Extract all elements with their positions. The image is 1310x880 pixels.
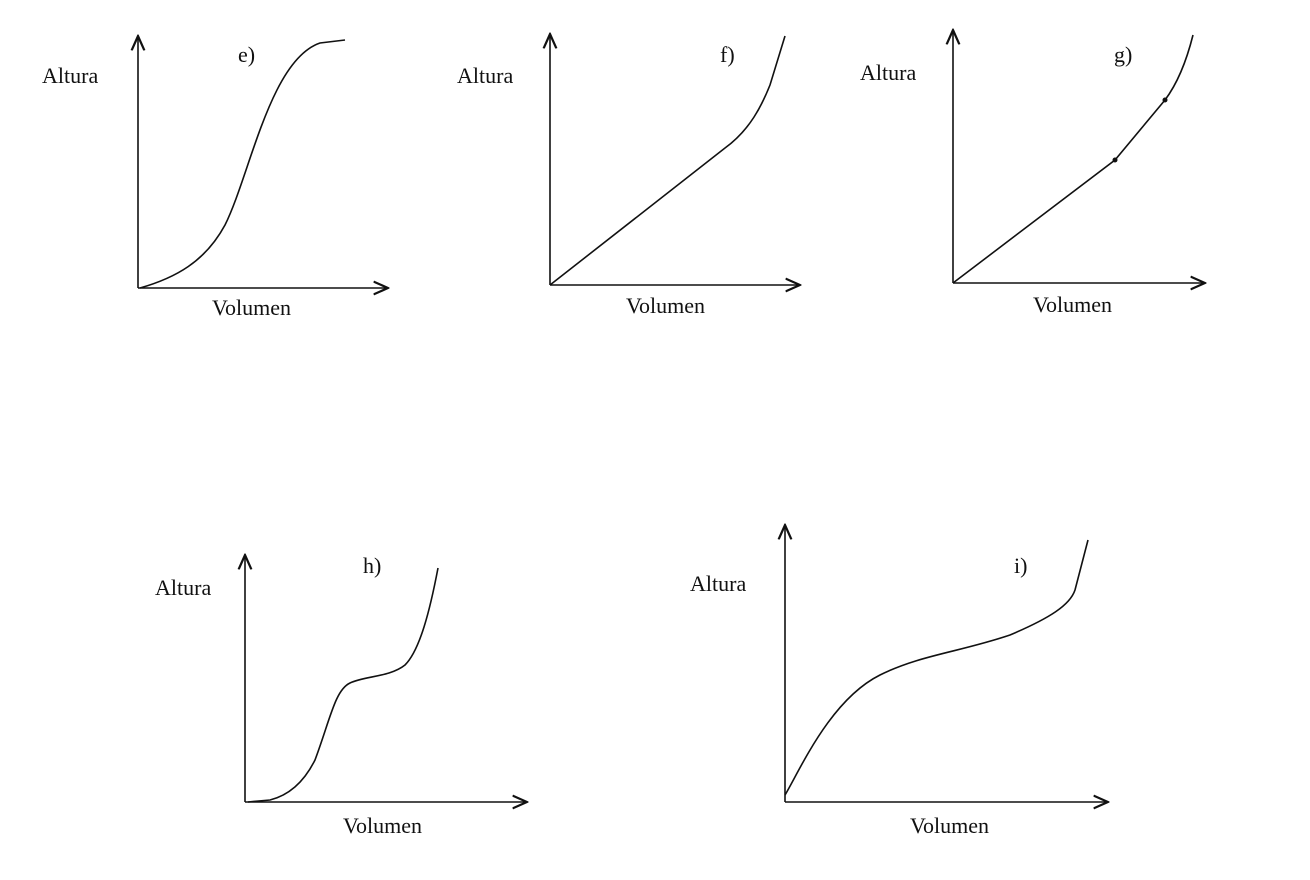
y-label: Altura bbox=[457, 63, 513, 88]
curve bbox=[549, 35, 786, 286]
panel-label: f) bbox=[720, 42, 735, 67]
x-label: Volumen bbox=[910, 813, 989, 838]
curve bbox=[784, 539, 1089, 796]
curve bbox=[247, 567, 439, 803]
y-label: Altura bbox=[690, 571, 746, 596]
panel-label: i) bbox=[1014, 553, 1027, 578]
curve bbox=[139, 39, 346, 289]
panel-i: Altura i) Volumen bbox=[690, 525, 1108, 838]
y-label: Altura bbox=[860, 60, 916, 85]
panel-g: Altura g) Volumen bbox=[860, 30, 1205, 317]
x-label: Volumen bbox=[626, 293, 705, 318]
break-point bbox=[1112, 157, 1118, 163]
panel-h: Altura h) Volumen bbox=[155, 553, 527, 838]
curve bbox=[952, 34, 1194, 284]
y-label: Altura bbox=[155, 575, 211, 600]
panel-label: g) bbox=[1114, 42, 1132, 67]
panel-label: e) bbox=[238, 42, 255, 67]
panel-f: Altura f) Volumen bbox=[457, 34, 800, 318]
break-point bbox=[1162, 97, 1168, 103]
panel-label: h) bbox=[363, 553, 381, 578]
y-label: Altura bbox=[42, 63, 98, 88]
x-label: Volumen bbox=[343, 813, 422, 838]
panel-e: Altura e) Volumen bbox=[42, 36, 388, 320]
x-label: Volumen bbox=[1033, 292, 1112, 317]
x-label: Volumen bbox=[212, 295, 291, 320]
